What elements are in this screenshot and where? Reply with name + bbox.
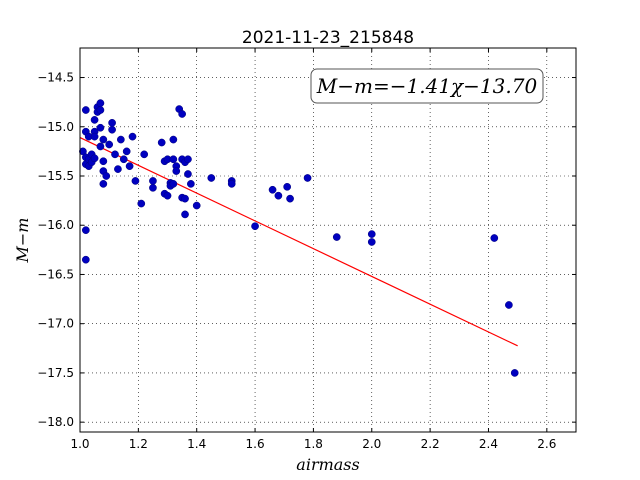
- data-point: [192, 201, 201, 210]
- chart-title: 2021-11-23_215848: [242, 28, 414, 48]
- data-point: [303, 174, 312, 182]
- data-point: [137, 199, 146, 208]
- data-point: [187, 180, 195, 188]
- data-point: [268, 185, 277, 194]
- data-point: [116, 135, 125, 144]
- data-point: [111, 150, 119, 159]
- x-ticks: 1.0 1.2 1.4 1.6 1.8 2.0 2.2 2.4 2.6: [70, 48, 556, 451]
- data-point: [367, 230, 376, 238]
- data-point: [251, 222, 259, 231]
- y-tick-label: −16.5: [37, 267, 74, 281]
- data-point: [178, 110, 186, 118]
- data-point: [96, 123, 105, 132]
- data-point: [149, 183, 157, 192]
- y-tick-label: −15.0: [37, 120, 74, 134]
- data-point: [283, 182, 292, 191]
- data-point: [227, 180, 236, 188]
- data-point: [163, 191, 172, 200]
- data-point: [274, 191, 283, 200]
- y-tick-label: −17.5: [37, 366, 74, 380]
- data-point: [286, 194, 294, 203]
- data-point: [105, 140, 114, 149]
- data-point: [96, 106, 105, 114]
- data-point: [125, 162, 134, 171]
- data-point: [128, 132, 137, 141]
- data-point: [510, 369, 519, 377]
- data-point: [90, 154, 99, 163]
- data-point: [99, 180, 108, 188]
- plot-frame: [79, 47, 577, 433]
- data-point: [90, 116, 99, 124]
- fit-equation-frame: [310, 68, 544, 104]
- data-point: [332, 233, 341, 241]
- data-point: [81, 106, 90, 114]
- y-axis-label: M−m: [13, 218, 32, 264]
- data-point: [108, 118, 116, 127]
- x-tick-label: 2.4: [479, 437, 498, 451]
- x-tick-label: 2.6: [537, 437, 556, 451]
- y-ticks: −14.5 −15.0 −15.5 −16.0 −16.5 −17.0 −17.5 −18.0: [37, 71, 576, 429]
- data-point: [169, 180, 178, 188]
- data-point: [90, 132, 99, 141]
- fit-equation: M−m=−1.41χ−13.70: [316, 74, 538, 98]
- fit-line-layer: [79, 137, 518, 347]
- data-point: [149, 177, 157, 185]
- data-point: [96, 99, 105, 107]
- x-tick-label: 1.4: [187, 437, 206, 451]
- y-tick-label: −14.5: [37, 71, 74, 85]
- grid: [79, 48, 576, 432]
- data-point: [207, 174, 216, 182]
- data-point: [505, 301, 513, 309]
- data-point: [99, 157, 108, 166]
- x-axis-label: airmass: [296, 455, 359, 474]
- data-point: [108, 125, 116, 134]
- x-tick-label: 2.2: [421, 437, 440, 451]
- x-tick-label: 1.6: [246, 437, 265, 451]
- fit-equation-box: M−m=−1.41χ−13.70: [310, 68, 544, 104]
- data-point: [140, 150, 149, 159]
- y-tick-label: −17.0: [37, 317, 74, 331]
- scatter-points: [79, 99, 519, 377]
- data-point: [157, 138, 166, 147]
- data-point: [131, 177, 140, 185]
- data-point: [172, 167, 181, 175]
- data-point: [490, 234, 499, 242]
- data-point: [184, 155, 192, 164]
- data-point: [81, 226, 90, 235]
- data-point: [181, 210, 189, 219]
- y-tick-label: −15.5: [37, 169, 74, 183]
- data-point: [114, 165, 122, 173]
- data-point: [96, 142, 105, 151]
- fit-line: [79, 137, 518, 347]
- data-point: [184, 170, 192, 178]
- data-point: [169, 155, 178, 164]
- data-point: [81, 255, 90, 264]
- x-tick-label: 2.0: [362, 437, 381, 451]
- x-tick-label: 1.8: [304, 437, 323, 451]
- data-point: [367, 238, 376, 246]
- y-tick-label: −18.0: [37, 415, 74, 429]
- data-point: [99, 135, 108, 144]
- data-point: [122, 147, 131, 156]
- y-tick-label: −16.0: [37, 218, 74, 232]
- data-point: [181, 194, 189, 203]
- x-tick-label: 1.2: [129, 437, 148, 451]
- x-tick-label: 1.0: [70, 437, 89, 451]
- data-point: [169, 135, 178, 144]
- data-point: [102, 172, 111, 180]
- data-point: [119, 155, 128, 164]
